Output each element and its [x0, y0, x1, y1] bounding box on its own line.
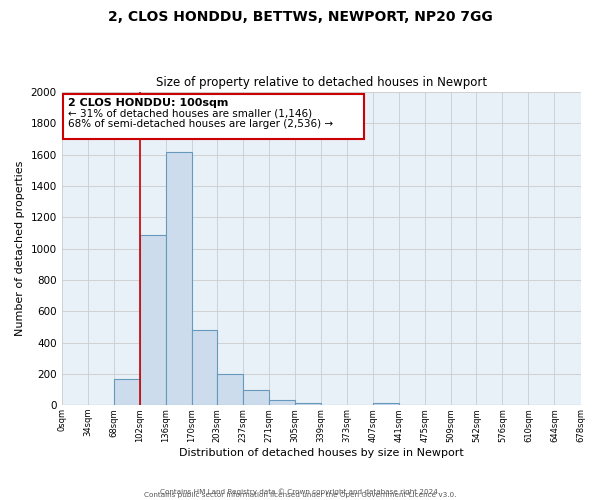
Text: Contains HM Land Registry data © Crown copyright and database right 2024.: Contains HM Land Registry data © Crown c…: [160, 488, 440, 495]
Bar: [114, 378, 140, 405]
Bar: [243, 390, 269, 405]
X-axis label: Distribution of detached houses by size in Newport: Distribution of detached houses by size …: [179, 448, 463, 458]
Bar: [217, 374, 243, 405]
Bar: [373, 403, 399, 405]
FancyBboxPatch shape: [63, 94, 364, 139]
Y-axis label: Number of detached properties: Number of detached properties: [15, 161, 25, 336]
Bar: [295, 403, 321, 405]
Bar: [140, 234, 166, 405]
Text: Contains public sector information licensed under the Open Government Licence v3: Contains public sector information licen…: [144, 492, 456, 498]
Text: 2, CLOS HONDDU, BETTWS, NEWPORT, NP20 7GG: 2, CLOS HONDDU, BETTWS, NEWPORT, NP20 7G…: [107, 10, 493, 24]
Bar: [192, 330, 217, 405]
Bar: [269, 400, 295, 405]
Text: 68% of semi-detached houses are larger (2,536) →: 68% of semi-detached houses are larger (…: [68, 120, 333, 130]
Text: ← 31% of detached houses are smaller (1,146): ← 31% of detached houses are smaller (1,…: [68, 108, 312, 118]
Title: Size of property relative to detached houses in Newport: Size of property relative to detached ho…: [155, 76, 487, 90]
Text: 2 CLOS HONDDU: 100sqm: 2 CLOS HONDDU: 100sqm: [68, 98, 228, 108]
Bar: [166, 152, 192, 405]
